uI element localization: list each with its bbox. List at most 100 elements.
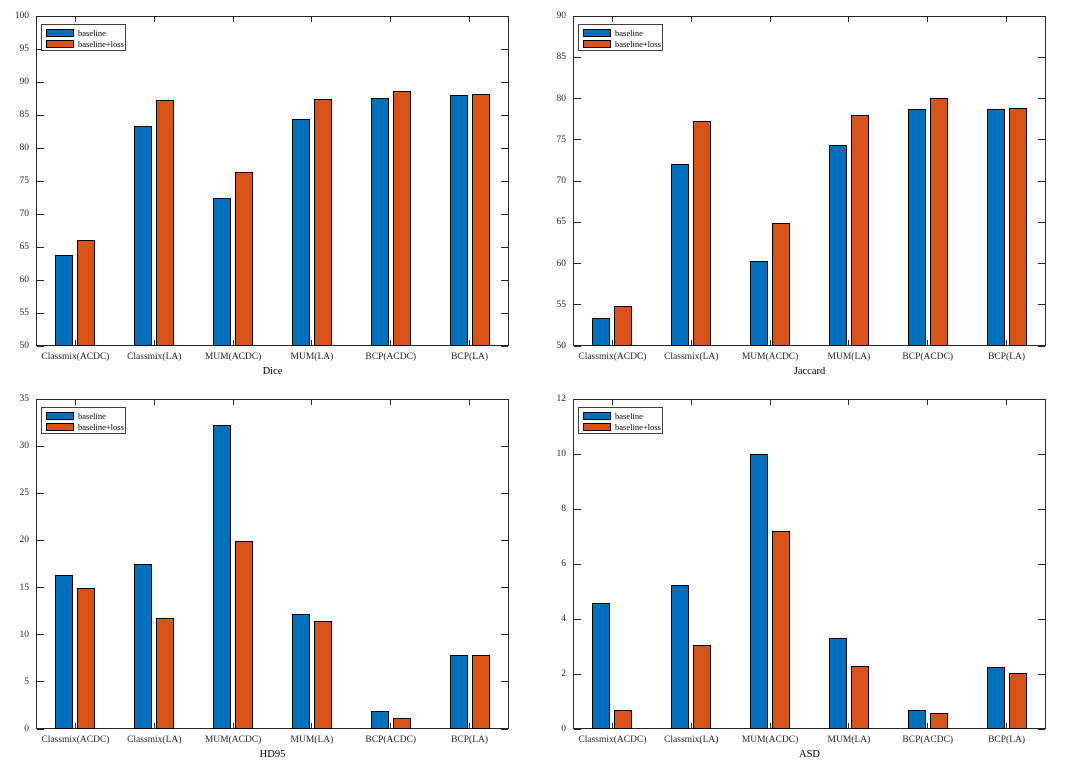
y-tick-label: 90	[19, 77, 30, 87]
bar-baseline	[671, 584, 690, 729]
y-tick-label: 70	[19, 209, 30, 219]
x-axis-category-label: BCP(ACDC)	[365, 735, 417, 745]
y-tick-left	[37, 539, 44, 541]
x-tick-bottom	[927, 340, 929, 345]
plot-area	[573, 16, 1046, 346]
x-tick-top	[927, 17, 929, 22]
y-tick-label: 50	[19, 341, 30, 351]
bar-baseline	[828, 144, 847, 346]
y-tick-right	[501, 539, 508, 541]
y-tick-left	[37, 213, 44, 215]
x-tick-bottom	[927, 723, 929, 728]
bar-baseline-loss	[772, 531, 791, 729]
x-tick-top	[390, 400, 392, 405]
legend-swatch-baseline	[46, 29, 74, 37]
legend-swatch-baseline-loss	[46, 423, 74, 431]
legend-swatch-baseline	[583, 412, 611, 420]
x-tick-top	[153, 17, 155, 22]
x-tick-top	[848, 17, 850, 22]
x-axis-category-label: BCP(LA)	[988, 735, 1026, 745]
y-tick-left	[574, 56, 581, 58]
legend-swatch-baseline-loss	[583, 423, 611, 431]
y-tick-label: 25	[19, 488, 30, 499]
bar-baseline	[986, 667, 1005, 729]
x-tick-top	[690, 400, 692, 405]
y-tick-right	[1038, 398, 1045, 400]
bar-baseline	[134, 564, 153, 729]
y-tick-right	[1038, 15, 1045, 17]
x-tick-bottom	[1006, 723, 1008, 728]
x-tick-bottom	[153, 723, 155, 728]
y-tick-label: 75	[556, 134, 567, 145]
bar-baseline-loss	[850, 665, 869, 729]
y-tick-left	[574, 98, 581, 99]
bar-baseline	[291, 118, 310, 346]
y-tick-label: 60	[19, 275, 30, 285]
y-tick-right	[501, 312, 508, 314]
bar-baseline	[55, 254, 74, 346]
legend-swatch-baseline	[46, 412, 74, 420]
plot-area	[573, 399, 1046, 729]
bar-baseline-loss	[1008, 672, 1027, 729]
bar-baseline-loss	[614, 305, 633, 346]
x-axis-category-label: Classmix(LA)	[127, 735, 182, 745]
y-tick-right	[1038, 345, 1045, 347]
y-tick-left	[574, 508, 581, 510]
y-tick-right	[1038, 508, 1045, 510]
x-axis-category-label: Classmix(ACDC)	[41, 352, 110, 362]
bar-baseline-loss	[156, 617, 175, 729]
x-tick-top	[848, 400, 850, 405]
x-tick-bottom	[74, 340, 76, 345]
bar-baseline	[907, 109, 926, 346]
y-tick-right	[1038, 263, 1045, 264]
y-tick-right	[501, 587, 508, 589]
x-tick-bottom	[690, 340, 692, 345]
legend-label: baseline	[78, 28, 106, 38]
x-tick-bottom	[232, 340, 234, 345]
x-tick-bottom	[611, 723, 613, 728]
y-tick-label: 95	[19, 44, 30, 54]
y-tick-right	[501, 728, 508, 730]
bar-baseline-loss	[471, 93, 490, 346]
y-tick-label: 30	[19, 441, 30, 452]
chart-asd: 0 2 4 6 8 10 12 Classmix(ACDC) Classmix(LA) MUM(A…	[537, 383, 1074, 765]
x-tick-top	[611, 400, 613, 405]
bar-baseline	[291, 613, 310, 729]
x-tick-bottom	[469, 340, 471, 345]
bar-baseline	[449, 654, 468, 729]
y-tick-label: 100	[14, 11, 29, 21]
y-tick-left	[574, 304, 581, 306]
x-tick-top	[153, 400, 155, 405]
y-tick-label: 10	[19, 629, 30, 640]
x-tick-top	[1006, 17, 1008, 22]
x-tick-top	[469, 17, 471, 22]
y-tick-label: 8	[561, 504, 566, 514]
bar-baseline	[986, 109, 1005, 346]
bar-baseline	[449, 95, 468, 346]
legend-label: baseline+loss	[78, 422, 124, 432]
axis-title-hd95: HD95	[259, 749, 286, 760]
x-axis-category-label: MUM(LA)	[827, 735, 871, 745]
x-axis-category-label: BCP(LA)	[451, 352, 489, 362]
y-tick-right	[1038, 56, 1045, 58]
bar-baseline-loss	[313, 98, 332, 346]
y-tick-left	[37, 634, 44, 636]
x-axis-category-label: MUM(ACDC)	[741, 352, 799, 362]
y-tick-label: 12	[556, 394, 567, 404]
legend-label: baseline	[78, 411, 106, 421]
y-tick-left	[574, 263, 581, 264]
bar-baseline	[750, 261, 769, 346]
y-tick-right	[501, 492, 508, 494]
x-tick-top	[232, 400, 234, 405]
y-tick-right	[501, 48, 508, 50]
plot-area	[36, 16, 509, 346]
x-tick-bottom	[769, 723, 771, 728]
x-axis-category-label: Classmix(LA)	[664, 735, 719, 745]
y-tick-label: 85	[556, 52, 567, 63]
x-tick-bottom	[469, 723, 471, 728]
y-tick-label: 65	[556, 217, 567, 228]
bar-baseline-loss	[471, 655, 490, 729]
bar-baseline	[213, 425, 232, 729]
legend-swatch-baseline-loss	[46, 40, 74, 48]
y-tick-left	[37, 492, 44, 494]
